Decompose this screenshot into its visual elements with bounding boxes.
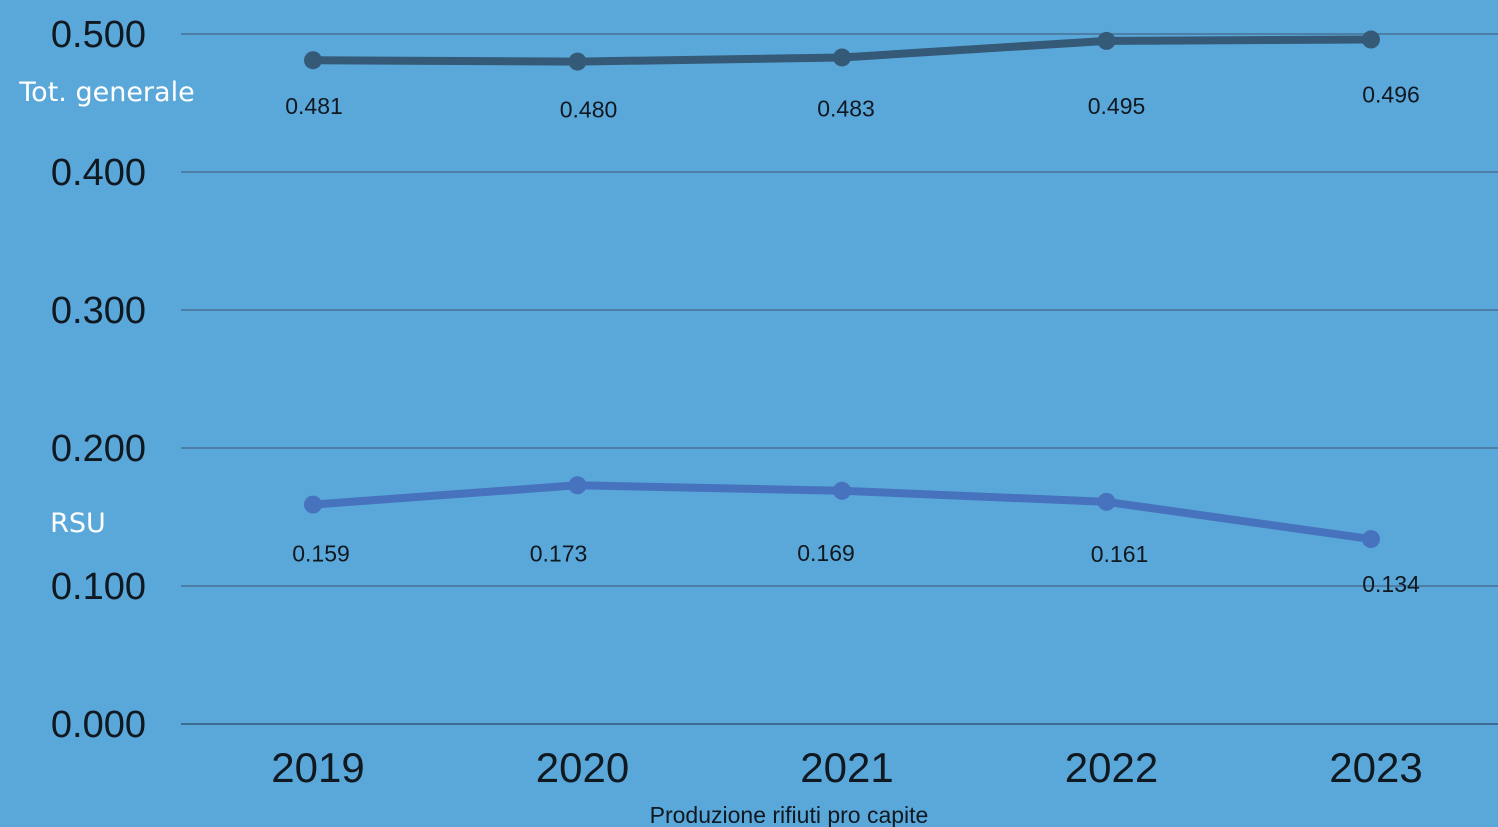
data-point: [568, 476, 587, 495]
y-tick-label: 0.100: [51, 566, 146, 608]
data-label: 0.161: [1091, 541, 1149, 567]
data-label: 0.169: [797, 540, 855, 566]
data-label: 0.159: [292, 541, 350, 567]
series-name-label: RSU: [50, 508, 106, 539]
data-labels: 0.481 0.480 0.483 0.495 0.496 0.159 0.173 0.169…: [285, 82, 1420, 598]
data-point: [304, 51, 322, 70]
y-tick-label: 0.500: [51, 14, 146, 56]
y-tick-label: 0.300: [51, 290, 146, 332]
data-label: 0.483: [817, 95, 875, 121]
series-name-label: Tot. generale: [18, 77, 194, 108]
data-point: [833, 481, 851, 500]
x-tick-label: 2022: [1065, 744, 1158, 791]
data-label: 0.481: [285, 93, 343, 119]
data-point: [568, 52, 587, 71]
y-axis-ticks: 0.000 0.100 0.200 0.300 0.400 0.500: [51, 14, 146, 746]
gridlines: [181, 33, 1498, 725]
x-tick-label: 2021: [800, 744, 893, 791]
data-label: 0.496: [1362, 82, 1420, 108]
data-point: [1362, 530, 1380, 549]
data-point: [833, 48, 851, 67]
series-group: [304, 30, 1380, 549]
y-tick-label: 0.400: [51, 152, 146, 194]
data-label: 0.134: [1362, 571, 1420, 597]
x-axis-title: Produzione rifiuti pro capite: [650, 802, 929, 827]
data-point: [1362, 30, 1380, 49]
x-axis-ticks: 2019 2020 2021 2022 2023: [271, 744, 1422, 791]
data-point: [1097, 31, 1116, 50]
series-labels: Tot. generale RSU: [18, 77, 194, 539]
x-tick-label: 2019: [271, 744, 364, 791]
x-tick-label: 2020: [536, 744, 629, 791]
y-tick-label: 0.200: [51, 428, 146, 470]
data-label: 0.173: [530, 540, 588, 566]
data-point: [1097, 492, 1116, 511]
data-label: 0.495: [1088, 93, 1146, 119]
x-tick-label: 2023: [1329, 744, 1422, 791]
data-label: 0.480: [560, 97, 618, 123]
data-point: [304, 495, 322, 514]
y-tick-label: 0.000: [51, 704, 146, 746]
